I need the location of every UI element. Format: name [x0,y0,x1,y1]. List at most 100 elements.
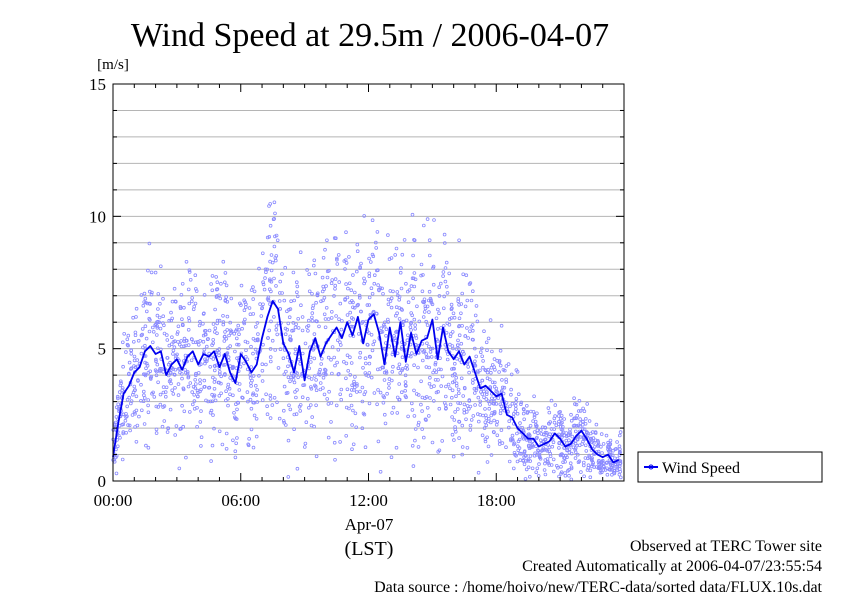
scatter-point [142,372,146,377]
scatter-point [332,440,337,445]
scatter-point [524,403,529,408]
scatter-point [156,346,160,351]
scatter-point [474,304,479,308]
scatter-point [326,317,331,321]
scatter-point [343,267,347,271]
scatter-point [400,252,405,257]
scatter-point [199,409,203,413]
scatter-point [249,406,254,411]
scatter-point [283,332,288,337]
scatter-point [421,299,425,304]
scatter-point [611,470,616,475]
scatter-point [399,390,404,395]
scatter-point [542,468,547,472]
scatter-point [351,408,355,413]
scatter-point [428,375,432,380]
scatter-point [201,321,205,326]
scatter-point [618,475,623,480]
scatter-point [437,285,442,290]
scatter-point [252,413,257,418]
scatter-point [581,419,585,424]
scatter-point [134,315,138,319]
scatter-point [140,332,145,337]
scatter-point [593,431,598,435]
scatter-point [175,352,179,357]
scatter-point [473,403,477,407]
scatter-point [208,410,213,415]
scatter-point [457,436,461,440]
scatter-point [147,241,152,246]
scatter-point [557,474,561,479]
scatter-point [154,373,159,378]
scatter-point [354,269,359,274]
scatter-point [192,304,197,309]
scatter-point [220,442,225,447]
scatter-point [158,368,162,373]
scatter-point [348,355,352,360]
scatter-point [193,377,198,382]
scatter-point [536,474,541,478]
scatter-point [235,407,239,412]
scatter-point [495,390,500,394]
scatter-point [606,440,610,445]
scatter-point [175,332,180,336]
scatter-point [618,469,622,474]
scatter-point [288,307,293,311]
scatter-point [463,334,468,338]
scatter-point [282,298,287,303]
scatter-point [485,460,490,464]
scatter-point [333,277,338,281]
scatter-point [381,400,386,405]
scatter-point [186,374,191,379]
scatter-point [330,278,335,282]
scatter-point [244,302,248,307]
scatter-point [443,279,448,284]
scatter-point [369,375,374,380]
scatter-point [343,258,348,262]
scatter-point [591,441,596,445]
scatter-point [329,281,334,286]
scatter-point [388,289,393,293]
scatter-point [358,389,362,394]
scatter-point [194,287,198,291]
scatter-point [469,298,474,303]
scatter-point [525,409,530,414]
scatter-point [314,388,319,393]
scatter-point [272,276,276,281]
scatter-point [195,405,199,410]
scatter-point [615,464,620,469]
scatter-point [130,413,135,417]
scatter-point [310,415,315,419]
scatter-point [374,311,379,316]
scatter-point [145,309,149,314]
scatter-point [176,340,180,344]
scatter-point [228,376,233,380]
scatter-point [350,383,354,388]
scatter-point [267,328,272,333]
scatter-point [353,411,358,416]
scatter-point [575,452,580,457]
scatter-point [542,448,546,452]
scatter-point [254,393,259,398]
scatter-point [261,302,265,307]
scatter-point [370,348,375,353]
scatter-point [444,260,449,265]
scatter-point [380,286,384,291]
scatter-point [257,266,261,271]
scatter-point [547,410,552,415]
scatter-point [126,333,131,338]
scatter-point [327,268,331,273]
scatter-point [567,467,571,472]
scatter-point [420,427,425,431]
scatter-point [210,399,215,404]
scatter-point [360,399,365,404]
scatter-point [409,320,414,325]
scatter-point [420,358,425,363]
scatter-point [172,345,177,350]
scatter-point [305,268,309,272]
scatter-point [294,280,299,285]
scatter-point [531,419,535,423]
scatter-point [245,357,250,362]
scatter-point [498,411,503,416]
scatter-point [344,230,348,235]
